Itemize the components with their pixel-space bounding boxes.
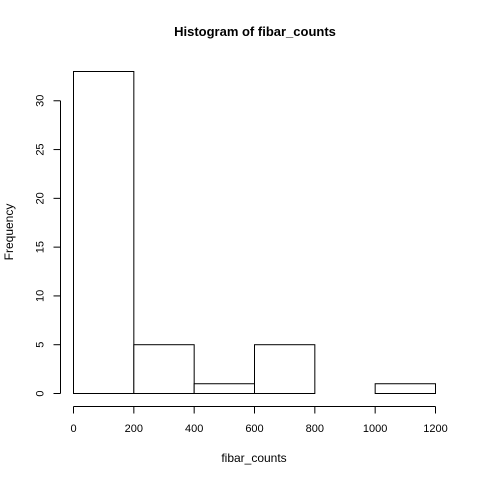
x-tick-label: 1000 bbox=[363, 423, 387, 435]
histogram-bar bbox=[73, 71, 135, 394]
x-axis-label: fibar_counts bbox=[221, 451, 286, 465]
x-tick-label: 600 bbox=[245, 423, 263, 435]
y-tick-label: 20 bbox=[35, 192, 47, 204]
y-tick-label: 15 bbox=[35, 241, 47, 253]
y-axis-label: Frequency bbox=[2, 204, 16, 261]
histogram-bar bbox=[374, 383, 436, 395]
histogram-bar bbox=[254, 344, 316, 395]
histogram-bar bbox=[193, 383, 256, 395]
y-tick-label: 10 bbox=[35, 290, 47, 302]
y-tick-label: 30 bbox=[35, 95, 47, 107]
y-tick-label: 5 bbox=[35, 342, 47, 348]
x-tick-label: 1200 bbox=[423, 423, 447, 435]
bars-group bbox=[73, 71, 436, 395]
x-axis: 0 200 400 600 800 1000 1200 bbox=[70, 406, 448, 435]
x-tick-label: 800 bbox=[306, 423, 324, 435]
y-tick-label: 0 bbox=[35, 390, 47, 396]
y-tick-label: 25 bbox=[35, 143, 47, 155]
x-tick-label: 0 bbox=[70, 423, 76, 435]
x-tick-label: 400 bbox=[185, 423, 203, 435]
y-axis: 0 5 10 15 20 25 30 bbox=[35, 95, 61, 397]
histogram-bar bbox=[133, 344, 195, 395]
x-tick-label: 200 bbox=[125, 423, 143, 435]
chart-title: Histogram of fibar_counts bbox=[174, 24, 336, 39]
